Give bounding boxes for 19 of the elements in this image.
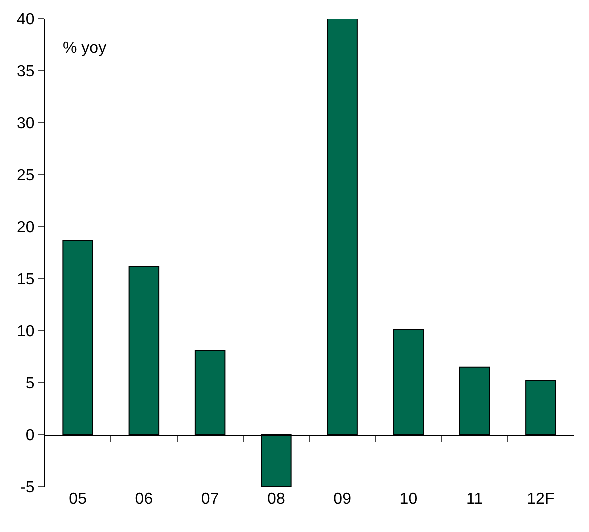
y-tick-label: 25 [17,168,35,185]
y-tick-label: 40 [17,12,35,29]
y-tick-label: 35 [17,64,35,81]
x-tick-label: 08 [268,491,286,508]
x-tick-label: 05 [69,491,88,508]
x-tick-label: 11 [466,491,484,508]
y-tick-label: 30 [17,116,35,133]
annotation: % yoy [63,40,107,57]
x-tick-label: 12F [527,491,555,508]
y-tick-label: 5 [26,376,35,393]
y-tick-label: 10 [17,324,35,341]
y-tick-label: 20 [17,220,35,237]
x-tick-label: 09 [334,491,352,508]
x-tick-label: 07 [201,491,220,508]
x-tick-label: 06 [135,491,154,508]
x-tick-label: 10 [400,491,418,508]
y-tick-label: 15 [17,272,35,289]
y-tick-label: 0 [26,428,35,445]
y-tick-label: -5 [20,480,35,497]
